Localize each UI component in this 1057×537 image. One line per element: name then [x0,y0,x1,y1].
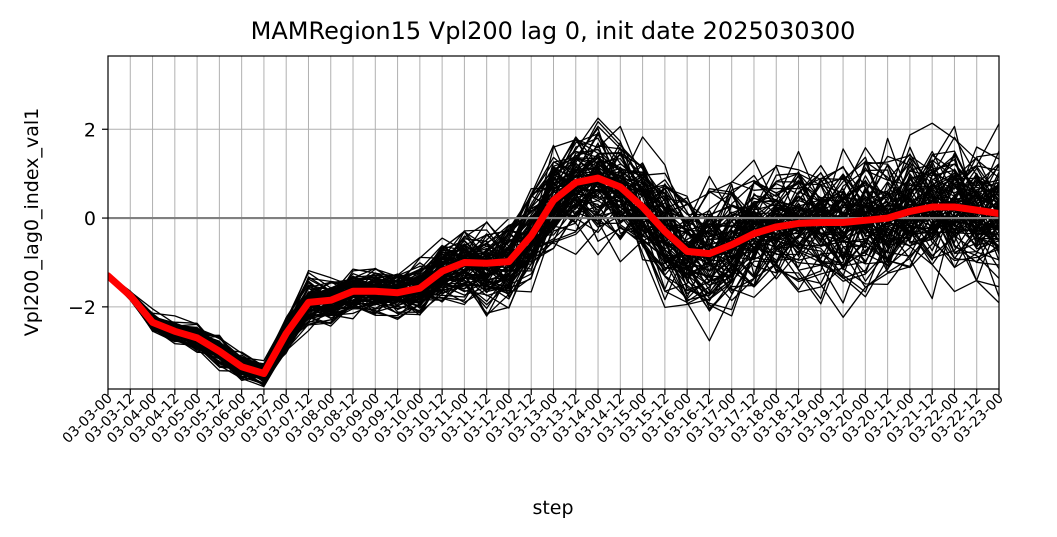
ensemble-member-line [108,172,999,362]
y-tick-label: 0 [84,208,96,230]
ensemble-mean-group [108,174,999,377]
x-axis-label: step [532,497,573,519]
ensemble-member-line [108,131,999,385]
chart-title: MAMRegion15 Vpl200 lag 0, init date 2025… [251,17,856,45]
ensemble-lines [108,117,999,388]
ensemble-mean-line [108,174,999,377]
ensemble-member-line [108,187,999,378]
ensemble-member-line [108,162,999,371]
y-axis-label: Vpl200_lag0_index_val1 [21,108,43,336]
y-tick-label: −2 [68,297,96,319]
y-axis: −2 0 2 [68,119,108,319]
y-tick-label: 2 [84,119,96,141]
x-axis: 03-03-0003-03-1203-04-0003-04-1203-05-00… [60,389,1007,447]
